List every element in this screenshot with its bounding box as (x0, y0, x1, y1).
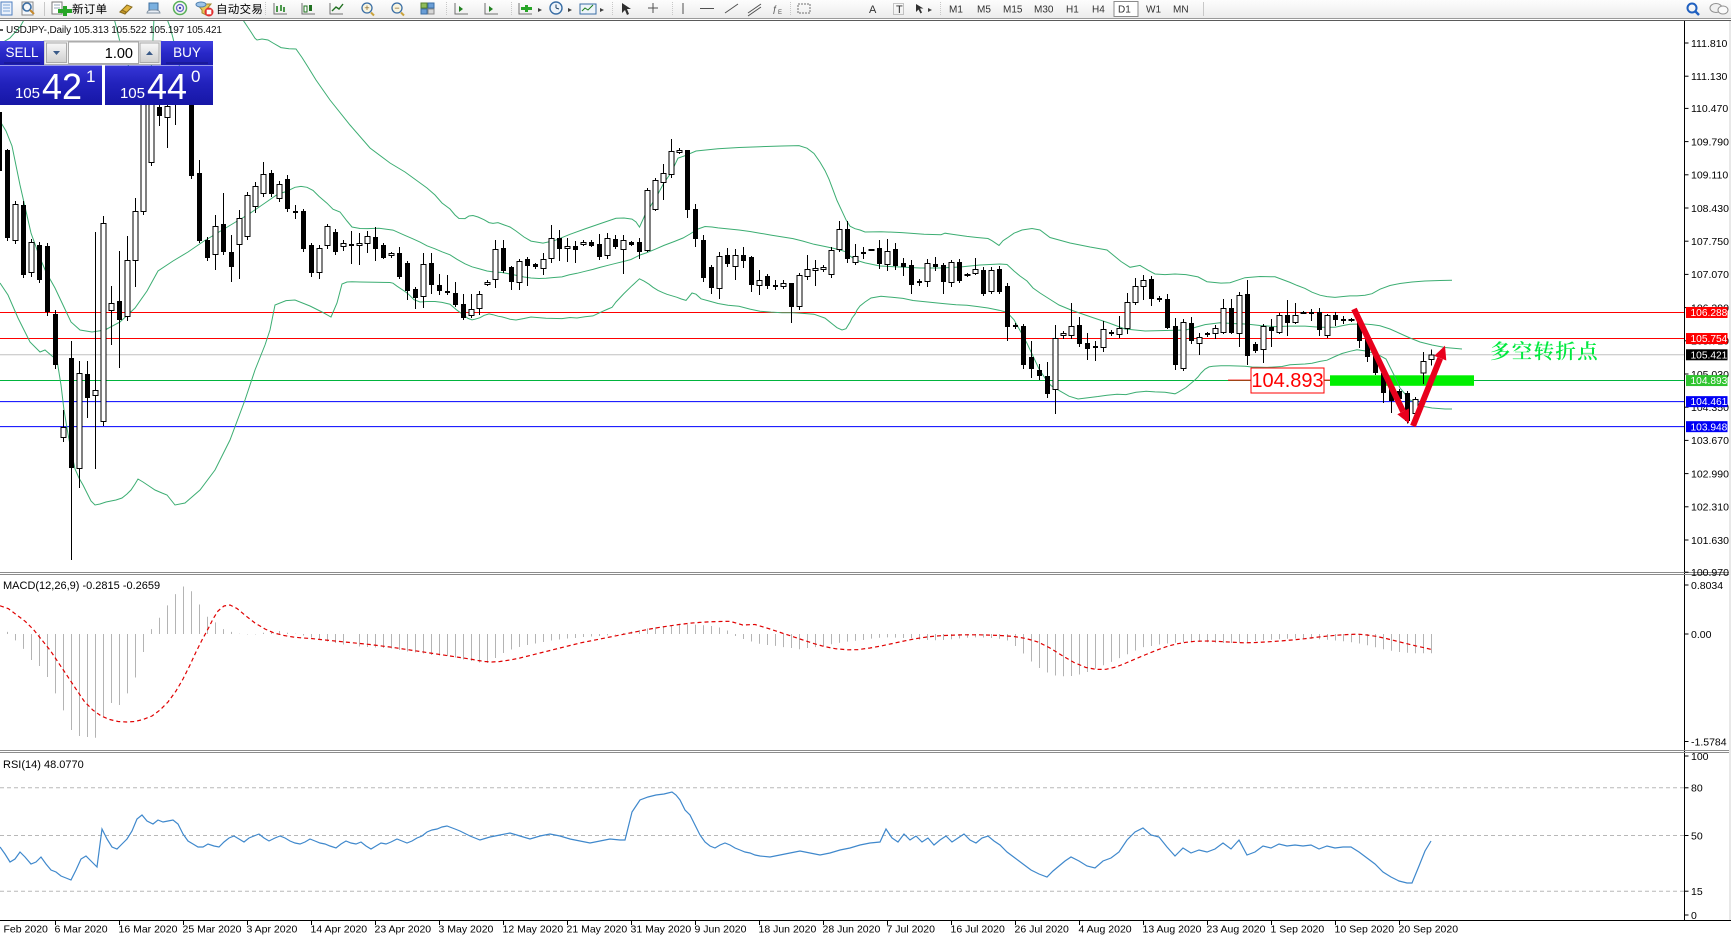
svg-text:25 Mar 2020: 25 Mar 2020 (183, 924, 242, 936)
svg-text:10 Sep 2020: 10 Sep 2020 (1335, 924, 1395, 936)
svg-text:-1.5784: -1.5784 (1691, 736, 1727, 748)
svg-text:44: 44 (147, 66, 187, 107)
svg-text:105.754: 105.754 (1691, 334, 1728, 345)
svg-text:BUY: BUY (173, 45, 201, 60)
svg-text:105: 105 (15, 85, 40, 102)
svg-text:107.070: 107.070 (1691, 269, 1729, 281)
svg-text:9 Jun 2020: 9 Jun 2020 (695, 924, 747, 936)
svg-text:M30: M30 (1034, 5, 1054, 16)
svg-text:3 May 2020: 3 May 2020 (439, 924, 494, 936)
svg-text:1 Sep 2020: 1 Sep 2020 (1271, 924, 1325, 936)
svg-text:107.750: 107.750 (1691, 236, 1729, 248)
svg-text:102.310: 102.310 (1691, 502, 1729, 514)
svg-text:0.00: 0.00 (1691, 629, 1712, 641)
svg-text:H1: H1 (1066, 5, 1079, 16)
svg-text:H4: H4 (1092, 5, 1105, 16)
svg-text:105.421: 105.421 (1691, 350, 1728, 361)
svg-text:20 Sep 2020: 20 Sep 2020 (1399, 924, 1459, 936)
svg-text:108.430: 108.430 (1691, 203, 1729, 215)
svg-text:28 Jun 2020: 28 Jun 2020 (823, 924, 881, 936)
svg-text:18 Jun 2020: 18 Jun 2020 (759, 924, 817, 936)
svg-text:104.893: 104.893 (1691, 376, 1728, 387)
svg-text:12 May 2020: 12 May 2020 (503, 924, 564, 936)
svg-text:A: A (869, 4, 877, 16)
svg-text:0: 0 (1691, 910, 1697, 922)
svg-text:1.00: 1.00 (105, 46, 133, 62)
svg-text:E: E (778, 10, 782, 16)
svg-text:T: T (896, 4, 903, 16)
svg-text:31 May 2020: 31 May 2020 (631, 924, 692, 936)
svg-text:15: 15 (1691, 886, 1703, 898)
svg-text:3 Apr 2020: 3 Apr 2020 (247, 924, 298, 936)
svg-text:42: 42 (42, 66, 82, 107)
svg-text:80: 80 (1691, 783, 1703, 795)
svg-text:16 Jul 2020: 16 Jul 2020 (951, 924, 1005, 936)
svg-text:21 May 2020: 21 May 2020 (567, 924, 628, 936)
svg-text:105: 105 (120, 85, 145, 102)
svg-text:6 Mar 2020: 6 Mar 2020 (55, 924, 108, 936)
svg-text:103.948: 103.948 (1691, 422, 1728, 433)
svg-text:Feb 2020: Feb 2020 (4, 924, 49, 936)
svg-text:M15: M15 (1003, 5, 1023, 16)
svg-text:7 Jul 2020: 7 Jul 2020 (887, 924, 936, 936)
svg-text:13 Aug 2020: 13 Aug 2020 (1143, 924, 1202, 936)
svg-text:100: 100 (1691, 751, 1709, 763)
svg-text:ƒ: ƒ (772, 4, 777, 14)
svg-text:23 Apr 2020: 23 Apr 2020 (375, 924, 432, 936)
svg-text:0.8034: 0.8034 (1691, 580, 1723, 592)
svg-text:MACD(12,26,9) -0.2815 -0.2659: MACD(12,26,9) -0.2815 -0.2659 (3, 580, 160, 592)
svg-text:109.110: 109.110 (1691, 170, 1728, 182)
svg-text:111.130: 111.130 (1691, 71, 1728, 83)
svg-text:104.893: 104.893 (1251, 370, 1323, 392)
svg-text:16 Mar 2020: 16 Mar 2020 (119, 924, 178, 936)
svg-text:−: − (394, 3, 399, 13)
svg-text:14 Apr 2020: 14 Apr 2020 (311, 924, 368, 936)
svg-text:50: 50 (1691, 830, 1703, 842)
svg-text:RSI(14) 48.0770: RSI(14) 48.0770 (3, 759, 84, 771)
svg-text:106.288: 106.288 (1691, 308, 1728, 319)
svg-text:1: 1 (86, 67, 95, 86)
svg-text:4 Aug 2020: 4 Aug 2020 (1079, 924, 1132, 936)
svg-text:103.670: 103.670 (1691, 435, 1729, 447)
svg-text:+: + (364, 3, 369, 13)
svg-text:104.461: 104.461 (1691, 397, 1728, 408)
svg-text:MN: MN (1173, 5, 1189, 16)
svg-text:M1: M1 (949, 5, 963, 16)
svg-text:W1: W1 (1146, 5, 1161, 16)
svg-text:D1: D1 (1118, 5, 1131, 16)
svg-text:102.990: 102.990 (1691, 468, 1729, 480)
svg-text:23 Aug 2020: 23 Aug 2020 (1207, 924, 1266, 936)
svg-text:110.470: 110.470 (1691, 103, 1728, 115)
svg-text:USDJPY-,Daily 105.313 105.522: USDJPY-,Daily 105.313 105.522 105.197 10… (6, 25, 222, 36)
svg-text:SELL: SELL (5, 45, 39, 60)
svg-text:0: 0 (191, 67, 200, 86)
svg-text:26 Jul 2020: 26 Jul 2020 (1015, 924, 1069, 936)
svg-text:100.970: 100.970 (1691, 567, 1729, 579)
svg-text:111.810: 111.810 (1691, 38, 1728, 50)
svg-text:101.630: 101.630 (1691, 535, 1729, 547)
svg-text:M5: M5 (977, 5, 991, 16)
svg-text:109.790: 109.790 (1691, 136, 1729, 148)
